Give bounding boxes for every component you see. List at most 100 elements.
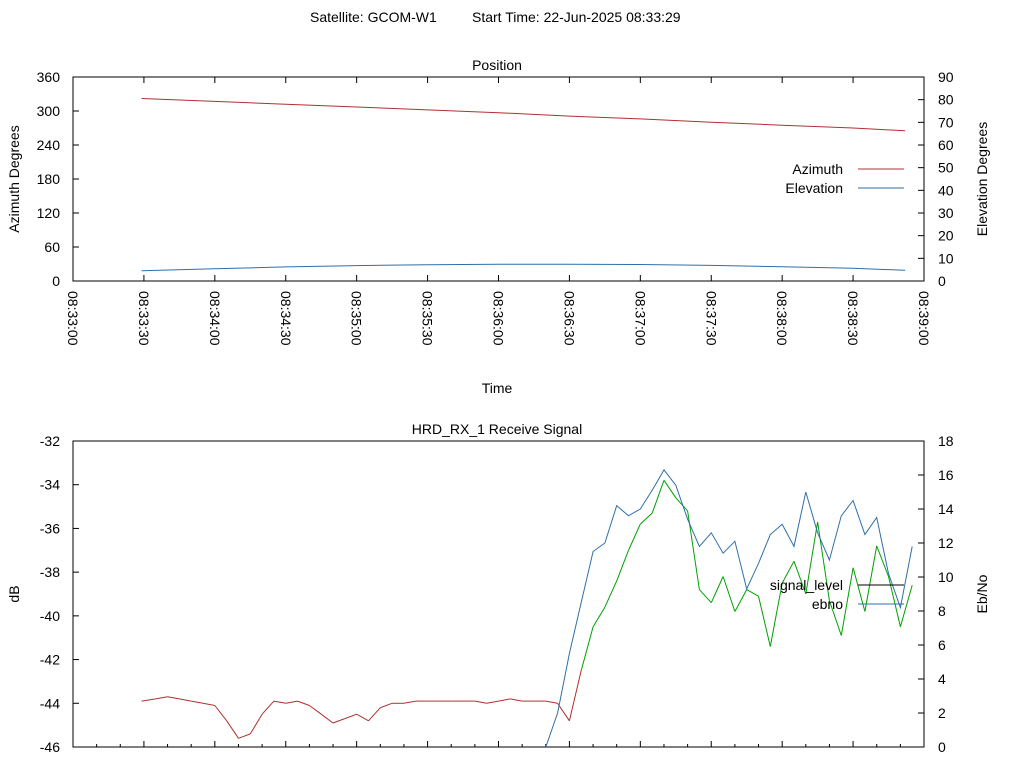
signal-level-segment xyxy=(214,705,228,722)
y-tick-label: 360 xyxy=(37,69,61,85)
y2-tick-label: 8 xyxy=(938,603,946,619)
x-tick-label: 08:36:00 xyxy=(491,291,507,346)
y2-tick-label: 10 xyxy=(938,569,954,585)
position-legend: Azimuth Elevation xyxy=(785,161,904,196)
signal-level-segment xyxy=(781,560,795,584)
y-tick-label: -46 xyxy=(40,739,60,755)
signal-series xyxy=(141,469,913,748)
y-tick-label: -36 xyxy=(40,520,60,536)
signal-ticks: -46 -44 -42 -40 -38 -36 -34 -32 0 2 4 6 8 10 12 14 16 18 xyxy=(40,433,954,755)
x-tick-label: 08:39:00 xyxy=(916,291,932,346)
signal-level-segment xyxy=(699,589,712,604)
signal-level-segment xyxy=(616,550,629,582)
y-tick-label: 180 xyxy=(37,171,61,187)
signal-level-segment xyxy=(332,718,345,724)
y2-tick-label: 6 xyxy=(938,637,946,653)
y2-tick-label: 30 xyxy=(938,205,954,221)
y-tick-label: 240 xyxy=(37,137,61,153)
position-chart: Position Time Azimuth Degrees Elevation … xyxy=(6,57,990,396)
signal-level-segment xyxy=(557,703,570,722)
y2-tick-label: 60 xyxy=(938,137,954,153)
x-tick-label: 08:33:30 xyxy=(136,291,152,346)
signal-level-segment xyxy=(510,698,523,702)
y-tick-label: 120 xyxy=(37,205,61,221)
signal-level-segment xyxy=(828,600,842,636)
signal-level-segment xyxy=(297,700,310,706)
signal-level-segment xyxy=(403,700,416,704)
x-tick-label: 08:35:30 xyxy=(420,291,436,346)
position-y2label: Elevation Degrees xyxy=(974,122,990,236)
signal-level-segment xyxy=(141,698,156,702)
signal-level-segment xyxy=(628,523,641,551)
position-ticks: 08:33:00 08:33:30 08:34:00 08:34:30 08:35:00… xyxy=(37,69,954,346)
signal-level-segment xyxy=(368,707,381,722)
signal-level-segment xyxy=(899,585,913,627)
signal-level-segment xyxy=(344,713,357,720)
x-tick-label: 08:38:00 xyxy=(774,291,790,346)
satellite-label: Satellite: GCOM-W1 xyxy=(310,9,437,25)
y-tick-label: 0 xyxy=(52,273,60,289)
signal-y2label: Eb/No xyxy=(974,574,990,613)
elevation-series-line xyxy=(141,263,906,272)
signal-level-segment xyxy=(876,545,889,577)
legend-ebno-label: ebno xyxy=(812,596,843,612)
y-tick-label: -40 xyxy=(40,608,60,624)
y2-tick-label: 16 xyxy=(938,467,954,483)
signal-level-segment xyxy=(486,700,499,704)
signal-chart: HRD_RX_1 Receive Signal dB Eb/No -46-44-… xyxy=(6,421,990,755)
signal-level-segment xyxy=(734,589,748,612)
y2-tick-label: 70 xyxy=(938,114,954,130)
y2-tick-label: 50 xyxy=(938,160,954,176)
signal-level-segment xyxy=(746,589,759,597)
signal-level-segment xyxy=(249,713,263,735)
signal-level-segment xyxy=(285,700,298,704)
ebno-series-line xyxy=(545,469,913,748)
signal-level-segment xyxy=(675,497,688,512)
x-tick-label: 08:36:30 xyxy=(561,291,577,346)
signal-level-segment xyxy=(545,700,558,704)
y-tick-label: -32 xyxy=(40,433,60,449)
signal-level-segment xyxy=(864,545,878,612)
y2-tick-label: 80 xyxy=(938,92,954,108)
signal-level-segment xyxy=(639,512,653,525)
signal-level-segment xyxy=(592,606,606,628)
y2-tick-label: 2 xyxy=(938,705,946,721)
position-ylabel: Azimuth Degrees xyxy=(6,125,22,232)
signal-level-segment xyxy=(580,626,594,671)
start-time-label: Start Time: 22-Jun-2025 08:33:29 xyxy=(472,9,681,25)
signal-level-segment xyxy=(309,705,322,715)
signal-level-segment xyxy=(793,561,807,595)
x-tick-label: 08:33:00 xyxy=(65,291,81,346)
position-series xyxy=(141,98,906,272)
x-tick-label: 08:37:00 xyxy=(632,291,648,346)
signal-level-segment xyxy=(380,702,393,709)
signal-legend: signal_level ebno xyxy=(770,577,904,612)
position-xlabel: Time xyxy=(482,380,513,396)
signal-level-segment xyxy=(710,576,724,603)
signal-level-segment xyxy=(852,567,866,612)
signal-level-segment xyxy=(604,580,618,608)
signal-level-segment xyxy=(498,698,511,702)
signal-level-segment xyxy=(356,713,369,722)
y2-tick-label: 20 xyxy=(938,228,954,244)
position-title: Position xyxy=(472,57,522,73)
signal-level-segment xyxy=(155,696,168,700)
y2-tick-label: 0 xyxy=(938,739,946,755)
x-tick-label: 08:38:30 xyxy=(845,291,861,346)
signal-level-segment xyxy=(474,700,487,704)
x-tick-label: 08:34:30 xyxy=(278,291,294,346)
y2-tick-label: 40 xyxy=(938,182,954,198)
signal-level-segment xyxy=(191,700,204,704)
x-tick-label: 08:34:00 xyxy=(207,291,223,346)
azimuth-series-line xyxy=(141,98,906,132)
x-tick-label: 08:35:00 xyxy=(349,291,365,346)
signal-ylabel: dB xyxy=(6,585,22,602)
legend-azimuth-label: Azimuth xyxy=(792,161,843,177)
x-tick-label: 08:37:30 xyxy=(703,291,719,346)
y2-tick-label: 10 xyxy=(938,250,954,266)
signal-level-segment xyxy=(261,700,275,715)
signal-level-segment xyxy=(840,567,854,636)
signal-level-segment xyxy=(722,576,736,612)
y2-tick-label: 90 xyxy=(938,69,954,85)
